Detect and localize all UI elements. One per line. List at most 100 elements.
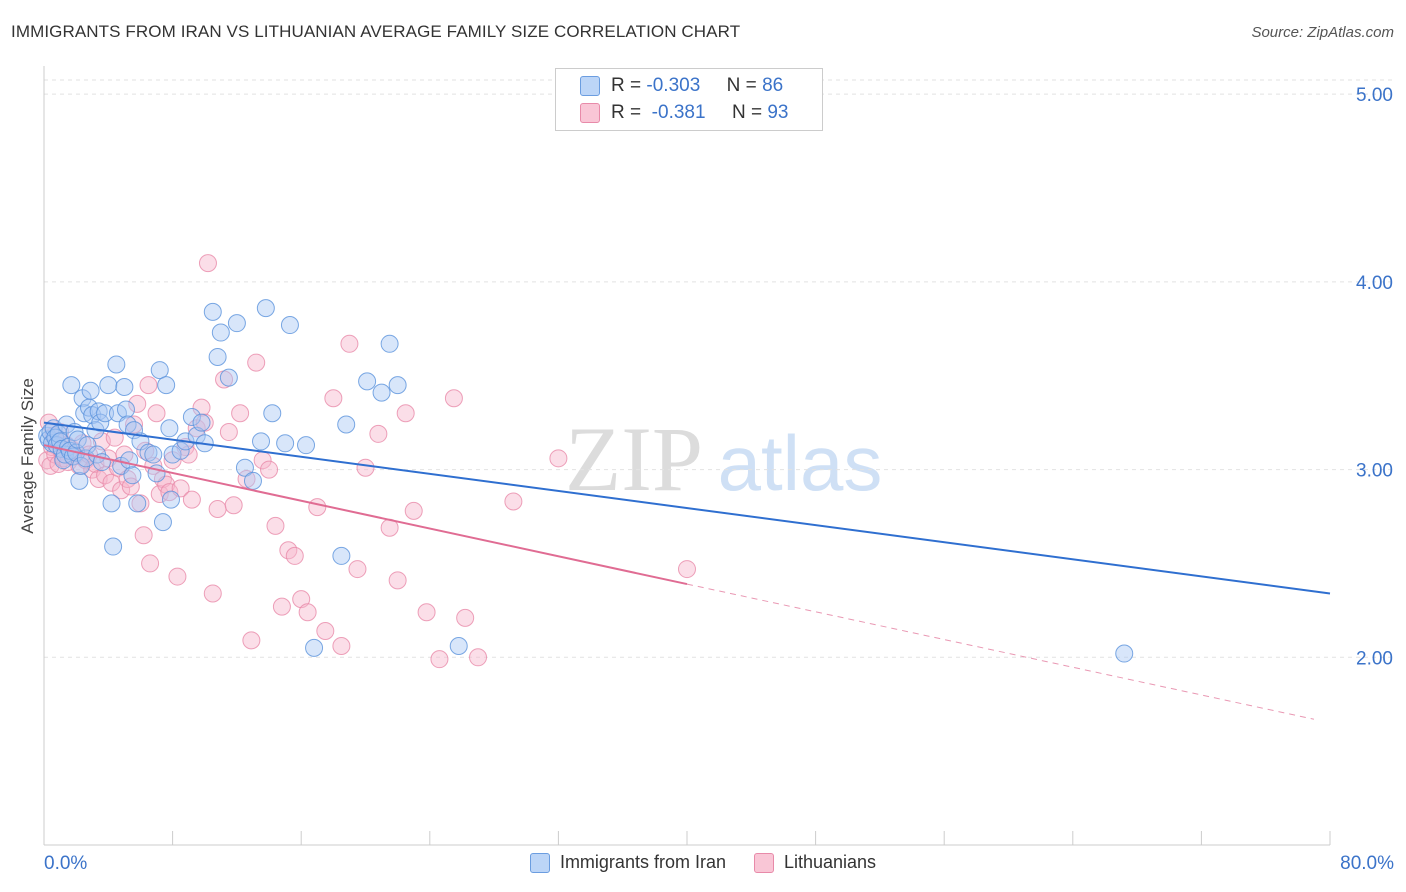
iran-point: [115, 377, 134, 396]
lith-trend-line: [43, 444, 688, 586]
lith-point: [298, 603, 317, 622]
lith-point: [121, 477, 140, 496]
lith-point: [444, 389, 463, 408]
lith-trend-extension: [686, 583, 1315, 720]
lith-point: [112, 481, 131, 500]
iran-point: [256, 299, 275, 318]
gridlines: [44, 79, 1394, 658]
iran-point: [252, 432, 271, 451]
iran-point: [123, 466, 142, 485]
lith-point: [456, 608, 475, 627]
iran-point: [68, 430, 87, 449]
iran-point: [297, 436, 316, 455]
iran-point: [203, 302, 222, 321]
lith-point: [198, 254, 217, 273]
iran-point: [372, 383, 391, 402]
iran-point: [388, 376, 407, 395]
iran-point: [160, 419, 179, 438]
iran-point: [208, 347, 227, 366]
iran-point: [276, 434, 295, 453]
stats-legend: R = -0.303 N = 86 R = -0.381 N = 93: [555, 68, 823, 131]
series-legend-lith: Lithuanians: [753, 852, 877, 873]
legend-n-value: 93: [767, 102, 789, 123]
lith-point: [182, 490, 201, 509]
lith-point: [192, 398, 211, 417]
iran-point: [211, 323, 230, 342]
y-tick-label: 3.00: [1356, 461, 1393, 482]
iran-point: [104, 537, 123, 556]
lith-point: [260, 460, 279, 479]
iran-point: [1115, 644, 1134, 663]
iran-point: [243, 471, 262, 490]
lith-point: [237, 469, 256, 488]
iran-point: [102, 494, 121, 513]
lith-point: [224, 496, 243, 515]
lith-point: [388, 571, 407, 590]
lith-point: [208, 499, 227, 518]
iran-trend-line: [43, 421, 1331, 595]
legend-swatch-iran: [580, 76, 600, 96]
lith-point: [469, 648, 488, 667]
legend-n-value: 86: [762, 75, 784, 96]
watermark-zip: ZIP: [565, 408, 703, 510]
lith-point: [134, 526, 153, 545]
iran-point: [280, 316, 299, 335]
iran-point: [227, 314, 246, 333]
trend-lines: [43, 421, 1331, 720]
legend-r-value: -0.303: [646, 75, 701, 96]
lith-point: [430, 650, 449, 669]
iran-point: [128, 494, 147, 513]
lith-point: [396, 404, 415, 423]
iran-point: [263, 404, 282, 423]
iran-point: [153, 513, 172, 532]
iran-point: [358, 372, 377, 391]
lith-point: [139, 376, 158, 395]
lith-point: [147, 404, 166, 423]
iran-point: [89, 402, 108, 421]
lith-point: [678, 560, 696, 579]
iran-point: [144, 445, 163, 464]
lith-point: [316, 622, 335, 641]
lith-point: [203, 584, 222, 603]
iran-point: [81, 381, 100, 400]
lith-point: [340, 334, 359, 353]
iran-point: [192, 413, 211, 432]
iran-point: [91, 413, 110, 432]
lith-point: [292, 590, 311, 609]
lith-point: [242, 631, 261, 650]
iran-point: [182, 408, 201, 427]
series-legend-iran: Immigrants from Iran: [529, 852, 726, 873]
lith-point: [125, 415, 144, 434]
lith-point: [549, 449, 568, 468]
watermark-atlas: atlas: [718, 419, 883, 507]
series-label-lith: Lithuanians: [783, 852, 877, 872]
iran-point: [305, 638, 324, 657]
iran-point: [380, 334, 399, 353]
x-tick-label: 80.0%: [1340, 853, 1394, 874]
iran-point: [449, 637, 468, 656]
y-tick-label: 5.00: [1356, 85, 1393, 106]
iran-point: [70, 471, 89, 490]
iran-point: [107, 355, 126, 374]
axes: [43, 66, 1331, 846]
iran-point: [157, 376, 176, 395]
series-label-iran: Immigrants from Iran: [559, 852, 726, 872]
lith-point: [231, 404, 250, 423]
iran-point: [235, 458, 254, 477]
lith-point: [417, 603, 436, 622]
lith-point: [168, 567, 187, 586]
legend-row-lith: R = -0.381 N = 93: [580, 101, 788, 125]
lithuanians-points: [38, 254, 696, 669]
lith-point: [324, 389, 343, 408]
legend-row-iran: R = -0.303 N = 86: [580, 74, 783, 98]
iran-point: [150, 361, 169, 380]
legend-n-label: N =: [731, 102, 763, 123]
iran-point: [96, 404, 115, 423]
lith-point: [272, 597, 291, 616]
lith-point: [160, 483, 179, 502]
legend-r-value: -0.381: [651, 102, 706, 123]
iran-point: [120, 451, 139, 470]
iran-point: [332, 546, 351, 565]
legend-r-label: R =: [611, 102, 642, 123]
